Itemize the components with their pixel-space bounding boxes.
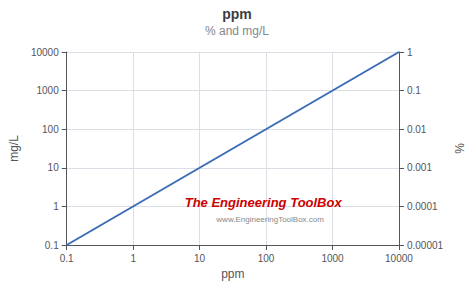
svg-text:10000: 10000 <box>31 47 59 58</box>
svg-text:0.1: 0.1 <box>45 240 59 251</box>
svg-text:1: 1 <box>130 253 136 264</box>
svg-text:mg/L: mg/L <box>7 135 21 162</box>
svg-text:0.001: 0.001 <box>407 162 432 173</box>
svg-text:10: 10 <box>194 253 206 264</box>
svg-text:10000: 10000 <box>385 253 413 264</box>
svg-text:ppm: ppm <box>221 267 244 281</box>
svg-text:1: 1 <box>53 201 59 212</box>
svg-text:0.1: 0.1 <box>60 253 74 264</box>
svg-text:% and mg/L: % and mg/L <box>205 24 269 38</box>
svg-text:0.00001: 0.00001 <box>407 240 444 251</box>
svg-text:www.EngineeringToolBox.com: www.EngineeringToolBox.com <box>215 215 324 224</box>
svg-text:The Engineering ToolBox: The Engineering ToolBox <box>185 195 343 210</box>
svg-text:1000: 1000 <box>36 85 59 96</box>
svg-text:100: 100 <box>258 253 275 264</box>
svg-text:0.01: 0.01 <box>407 124 427 135</box>
svg-text:0.1: 0.1 <box>407 85 421 96</box>
svg-text:100: 100 <box>42 124 59 135</box>
svg-text:0.0001: 0.0001 <box>407 201 438 212</box>
svg-text:1: 1 <box>407 47 413 58</box>
svg-text:10: 10 <box>48 162 60 173</box>
svg-text:%: % <box>453 143 467 154</box>
svg-text:1000: 1000 <box>321 253 344 264</box>
svg-text:ppm: ppm <box>222 6 252 22</box>
